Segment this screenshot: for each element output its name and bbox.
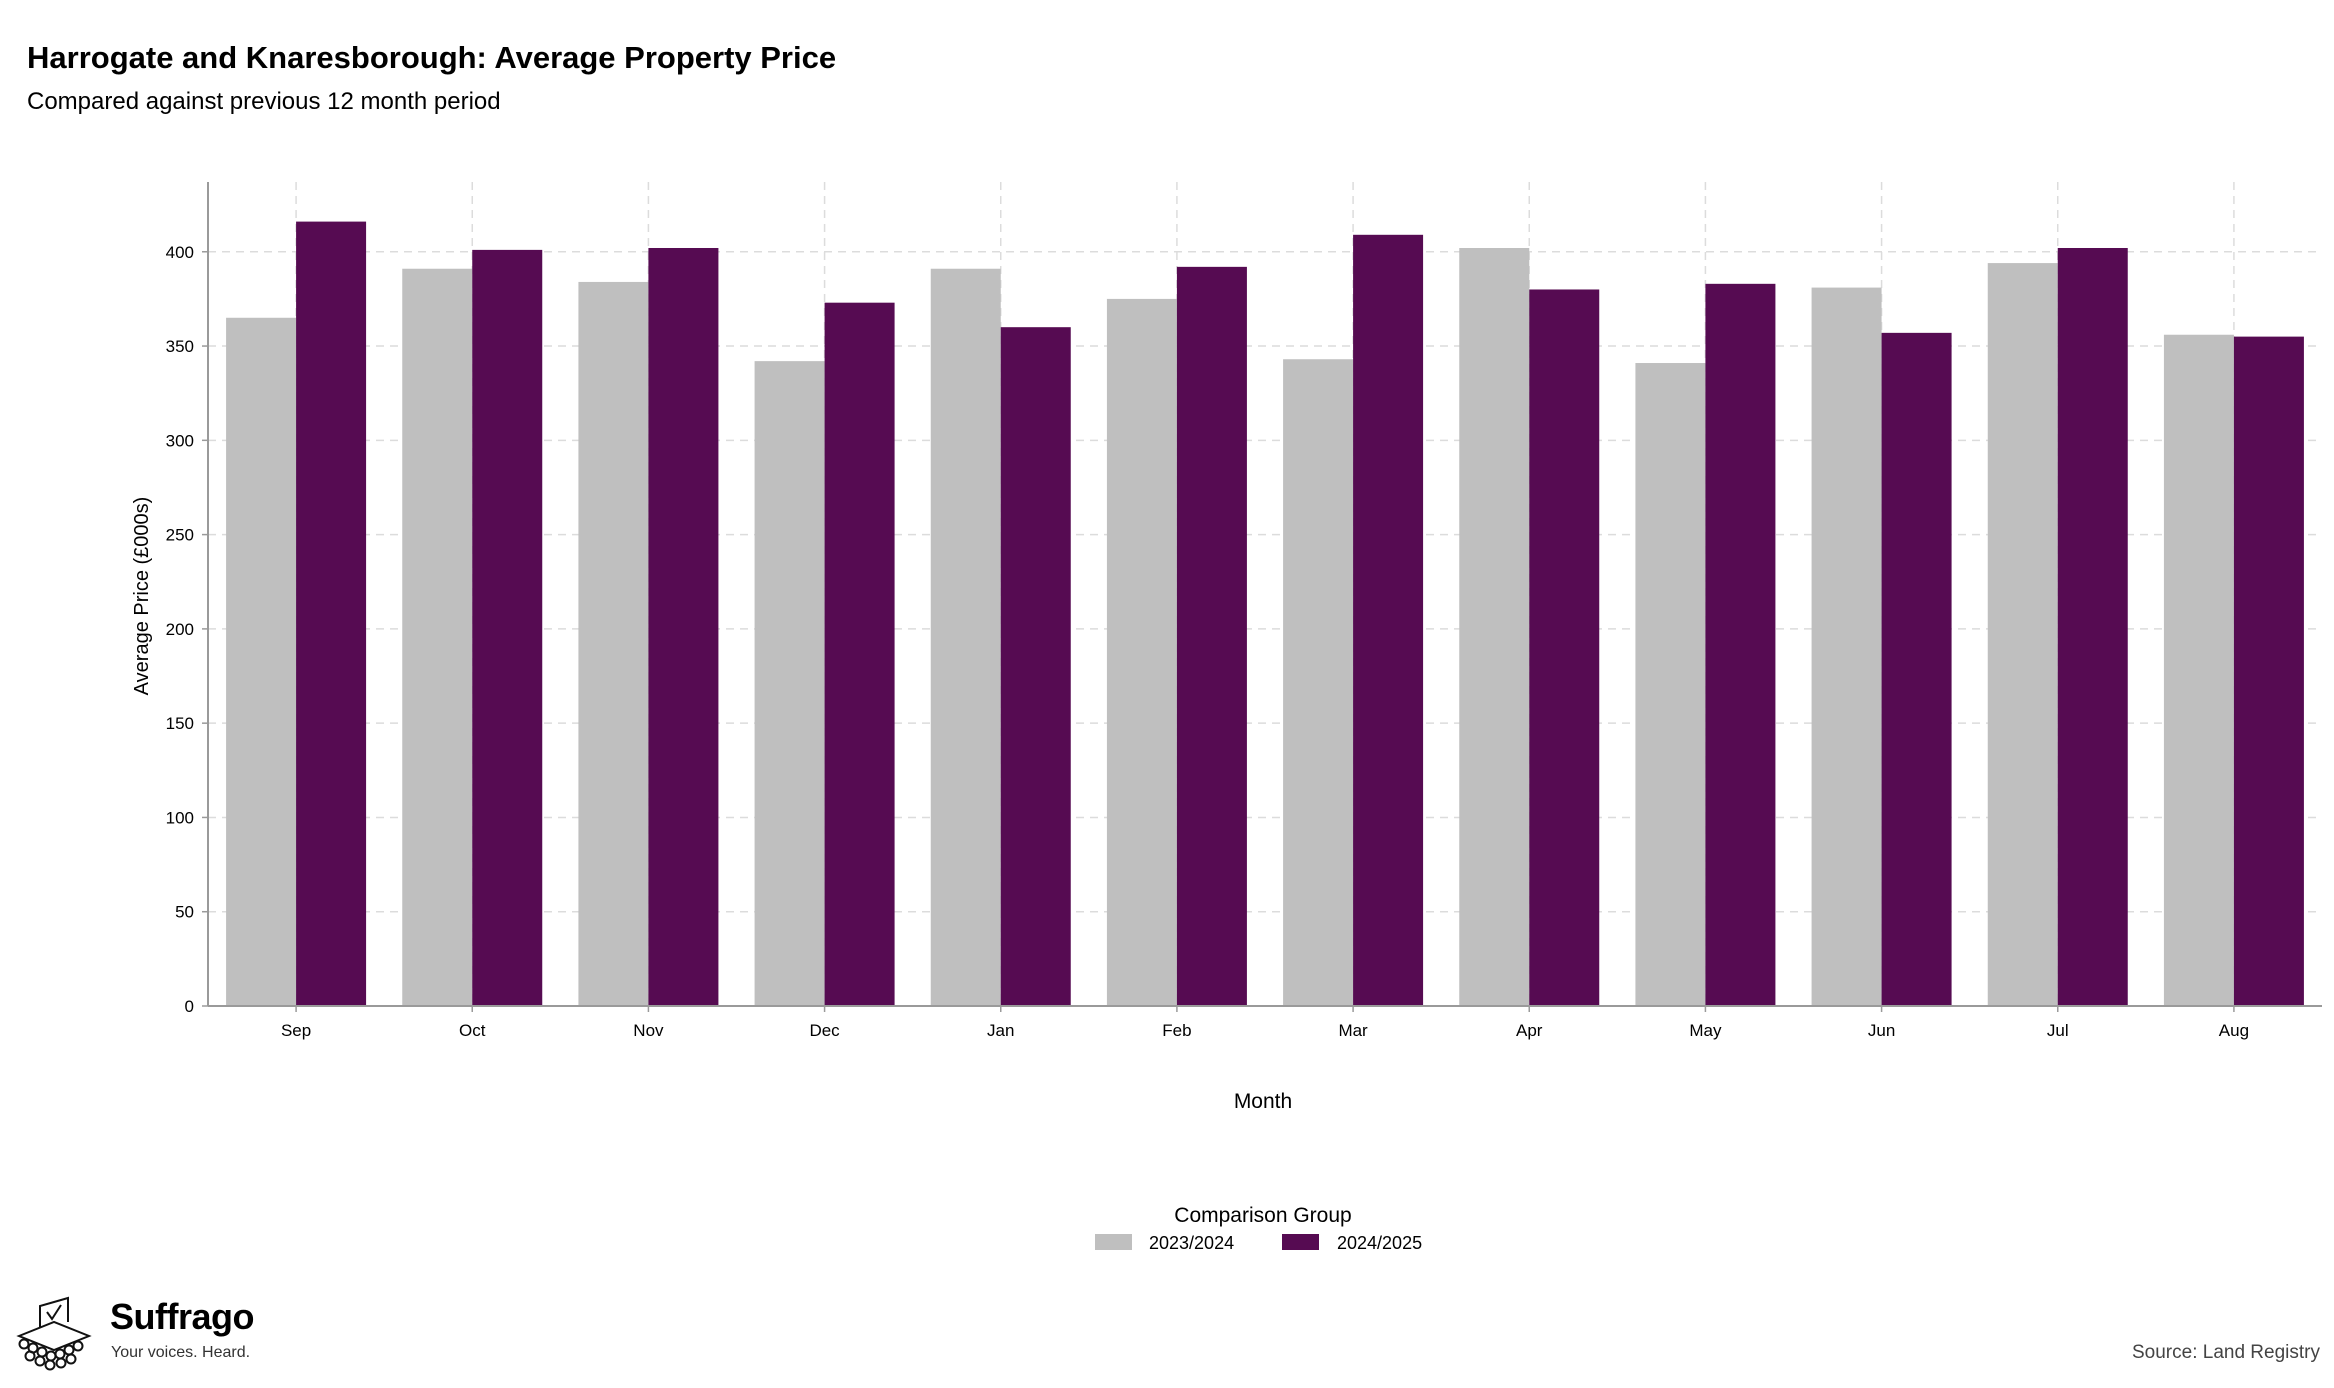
bar-jul-2024-2025: [2057, 247, 2128, 1006]
y-tick-label: 150: [166, 714, 194, 733]
bar-feb-2024-2025: [1176, 266, 1247, 1006]
axes: [202, 182, 2322, 1012]
legend-swatch-2024: [1282, 1234, 1319, 1250]
y-axis-label: Average Price (£000s): [131, 497, 153, 696]
legend-label-2023: 2023/2024: [1149, 1233, 1234, 1253]
y-tick-label: 0: [185, 997, 194, 1016]
x-tick-label: Feb: [1162, 1021, 1191, 1040]
tick-labels: 0 50 100 150 200 250 300 350 400 Sep Oct Nov Dec Jan F…: [166, 243, 2249, 1040]
y-tick-label: 300: [166, 431, 194, 450]
bar-aug-2024-2025: [2233, 336, 2304, 1006]
x-tick-label: Mar: [1338, 1021, 1368, 1040]
bar-dec-2023-2024: [754, 361, 825, 1006]
bar-aug-2023-2024: [2163, 334, 2234, 1006]
y-tick-label: 50: [175, 903, 194, 922]
y-tick-label: 350: [166, 337, 194, 356]
bar-mar-2024-2025: [1353, 234, 1424, 1007]
y-tick-label: 400: [166, 243, 194, 262]
source-note: Source: Land Registry: [2132, 1342, 2320, 1363]
x-tick-label: May: [1689, 1021, 1722, 1040]
bar-jun-2024-2025: [1881, 332, 1952, 1006]
chart-subtitle: Compared against previous 12 month perio…: [27, 88, 501, 115]
legend-label-2024: 2024/2025: [1337, 1233, 1422, 1253]
x-tick-label: Jun: [1868, 1021, 1895, 1040]
bar-apr-2023-2024: [1459, 247, 1530, 1006]
bar-may-2023-2024: [1635, 363, 1706, 1007]
bar-feb-2023-2024: [1106, 298, 1177, 1006]
y-tick-label: 250: [166, 526, 194, 545]
bar-jan-2024-2025: [1000, 327, 1071, 1006]
x-tick-label: Oct: [459, 1021, 486, 1040]
x-axis-label: Month: [1234, 1090, 1292, 1113]
x-tick-label: Apr: [1516, 1021, 1543, 1040]
bar-mar-2023-2024: [1283, 359, 1354, 1006]
bar-nov-2024-2025: [648, 247, 719, 1006]
x-tick-label: Aug: [2219, 1021, 2249, 1040]
y-tick-label: 200: [166, 620, 194, 639]
brand-name: Suffrago: [110, 1296, 255, 1337]
x-tick-label: Dec: [809, 1021, 840, 1040]
brand-tagline: Your voices. Heard.: [111, 1344, 251, 1361]
x-tick-label: Jan: [987, 1021, 1014, 1040]
bar-oct-2024-2025: [472, 249, 543, 1007]
bar-jul-2023-2024: [1987, 263, 2058, 1006]
y-tick-label: 100: [166, 808, 194, 827]
bar-jun-2023-2024: [1811, 287, 1882, 1007]
bar-dec-2024-2025: [824, 302, 895, 1006]
bar-may-2024-2025: [1705, 283, 1776, 1006]
legend-title: Comparison Group: [1174, 1204, 1351, 1227]
x-tick-label: Nov: [633, 1021, 664, 1040]
bar-apr-2024-2025: [1529, 289, 1600, 1006]
x-tick-label: Jul: [2047, 1021, 2069, 1040]
bar-chart: 0 50 100 150 200 250 300 350 400 Sep Oct Nov Dec Jan F…: [131, 182, 2322, 1253]
bar-nov-2023-2024: [578, 281, 649, 1006]
x-tick-label: Sep: [281, 1021, 311, 1040]
legend-swatch-2023: [1095, 1234, 1132, 1250]
ballot-box-logo-icon: [16, 1296, 92, 1371]
bars: [226, 221, 2304, 1007]
legend: Comparison Group 2023/2024 2024/2025: [1095, 1204, 1422, 1253]
bar-oct-2023-2024: [402, 268, 473, 1007]
bar-sep-2023-2024: [226, 317, 297, 1006]
bar-sep-2024-2025: [296, 221, 367, 1006]
bar-jan-2023-2024: [930, 268, 1001, 1007]
chart-title: Harrogate and Knaresborough: Average Pro…: [27, 40, 837, 75]
